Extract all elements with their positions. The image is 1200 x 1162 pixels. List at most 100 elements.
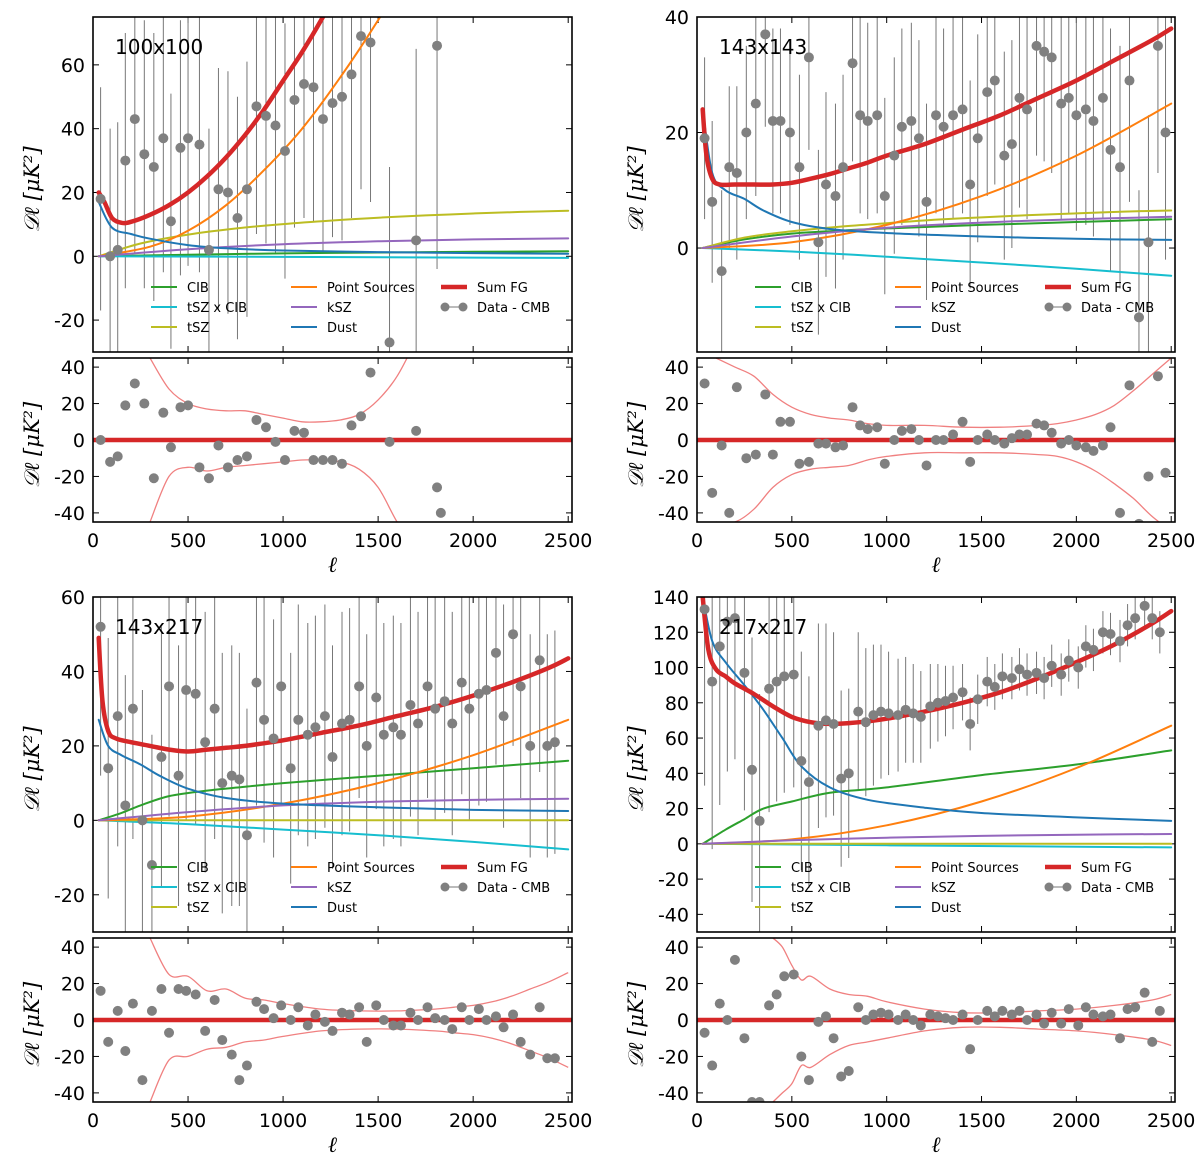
residual-point <box>729 954 740 965</box>
y-tick-label: 40 <box>665 357 689 379</box>
data-point <box>989 681 1000 692</box>
residual-point <box>1022 1015 1033 1025</box>
residual-point <box>707 487 718 498</box>
series-line-tsz-x-cib <box>701 247 1173 277</box>
data-point <box>112 244 123 255</box>
y-tick-label: -20 <box>658 466 689 488</box>
residual-plot-area <box>93 358 572 522</box>
data-point <box>1039 673 1050 684</box>
data-point <box>1039 46 1050 57</box>
data-point <box>120 800 131 811</box>
residual-point <box>534 1002 545 1013</box>
axes-frame <box>696 357 1176 523</box>
data-point <box>473 688 484 699</box>
residual-point <box>879 458 890 469</box>
residual-point <box>430 1013 441 1024</box>
series-line-sum-fg <box>96 17 326 226</box>
data-point <box>1080 104 1091 115</box>
residual-axes: 0 500 1000 1500 2000 2500 -40 -20 0 20 40 𝒟ℓ [μK²] ℓ <box>624 937 1195 1158</box>
axes-frame <box>92 357 573 523</box>
data-point <box>534 655 545 666</box>
residual-point <box>779 971 790 982</box>
data-point <box>525 740 536 751</box>
legend-label: Dust <box>327 321 357 336</box>
residual-point <box>173 984 184 995</box>
residual-point <box>1097 440 1108 451</box>
series-line-ksz <box>701 215 1173 249</box>
residual-point <box>337 458 348 469</box>
data-point <box>843 768 854 779</box>
x-tick-label: 500 <box>170 530 206 552</box>
legend-label: tSZ <box>791 901 813 916</box>
residual-point <box>1056 1018 1067 1029</box>
data-point <box>508 629 519 640</box>
data-point <box>893 710 904 721</box>
residual-point <box>739 1033 750 1044</box>
data-point <box>747 764 758 775</box>
residual-point <box>361 1036 372 1047</box>
x-tick-label: 500 <box>774 1110 810 1132</box>
series-line-cib <box>701 749 1173 845</box>
y-tick-label: 20 <box>61 394 85 416</box>
x-tick-label: 2500 <box>1147 530 1195 552</box>
data-point <box>716 266 727 277</box>
data-point <box>1006 139 1017 150</box>
data-point <box>158 133 169 144</box>
data-point <box>175 142 186 153</box>
residual-y-axis-label: 𝒟ℓ [μK²] <box>624 981 648 1068</box>
data-point <box>707 196 718 207</box>
residual-point <box>731 382 742 393</box>
residual-point <box>754 1097 765 1102</box>
residual-point <box>251 414 262 425</box>
data-point <box>395 729 406 740</box>
residual-point <box>411 425 422 436</box>
data-point <box>699 604 710 615</box>
data-point <box>1139 600 1150 611</box>
residual-point <box>699 378 710 389</box>
series-line-point-sources <box>97 718 570 822</box>
residual-point <box>921 460 932 471</box>
residual-point <box>226 1049 237 1060</box>
residual-point <box>1039 1018 1050 1029</box>
data-point <box>298 79 309 89</box>
residual-point <box>146 1005 157 1016</box>
axes-frame <box>696 937 1176 1103</box>
data-point <box>836 773 847 784</box>
panel-217x217: -40 -20 0 20 40 60 80 100 120 140 𝒟ℓ [μK²] CIB Point… <box>624 587 1195 1158</box>
residual-point <box>1080 442 1091 453</box>
y-tick-label: 0 <box>73 1010 85 1032</box>
residual-point <box>1063 1004 1074 1015</box>
residual-point <box>298 427 309 438</box>
data-point <box>146 860 157 870</box>
residual-point <box>820 438 831 449</box>
y-axis-label: 𝒟ℓ [μK²] <box>20 726 44 813</box>
y-tick-label: -20 <box>54 885 85 907</box>
residual-point <box>788 969 799 980</box>
residual-point <box>1056 438 1067 449</box>
residual-point <box>972 1015 983 1025</box>
data-point <box>293 714 304 725</box>
data-point <box>1056 98 1067 109</box>
legend-label: Data - CMB <box>477 881 550 896</box>
panel-title: 100x100 <box>115 35 203 59</box>
data-point <box>190 688 201 699</box>
data-point <box>699 133 710 144</box>
legend-label: CIB <box>187 861 209 876</box>
residual-point <box>317 455 328 466</box>
residual-point <box>127 998 138 1009</box>
residual-point <box>948 1015 959 1025</box>
data-point <box>794 162 805 173</box>
data-point <box>209 703 220 714</box>
data-point <box>921 196 932 207</box>
data-point <box>838 162 849 173</box>
data-point <box>714 641 725 652</box>
residual-point <box>112 451 123 462</box>
data-point <box>722 616 733 627</box>
series-line-point-sources <box>701 724 1173 845</box>
legend-label: Sum FG <box>477 281 528 296</box>
residual-point <box>794 458 805 469</box>
residual-point <box>498 1022 509 1033</box>
legend: CIB Point Sources Sum FG tSZ x CIB kSZ Data -… <box>755 861 1154 916</box>
y-tick-label: -40 <box>54 503 85 525</box>
residual-point <box>1080 1002 1091 1013</box>
